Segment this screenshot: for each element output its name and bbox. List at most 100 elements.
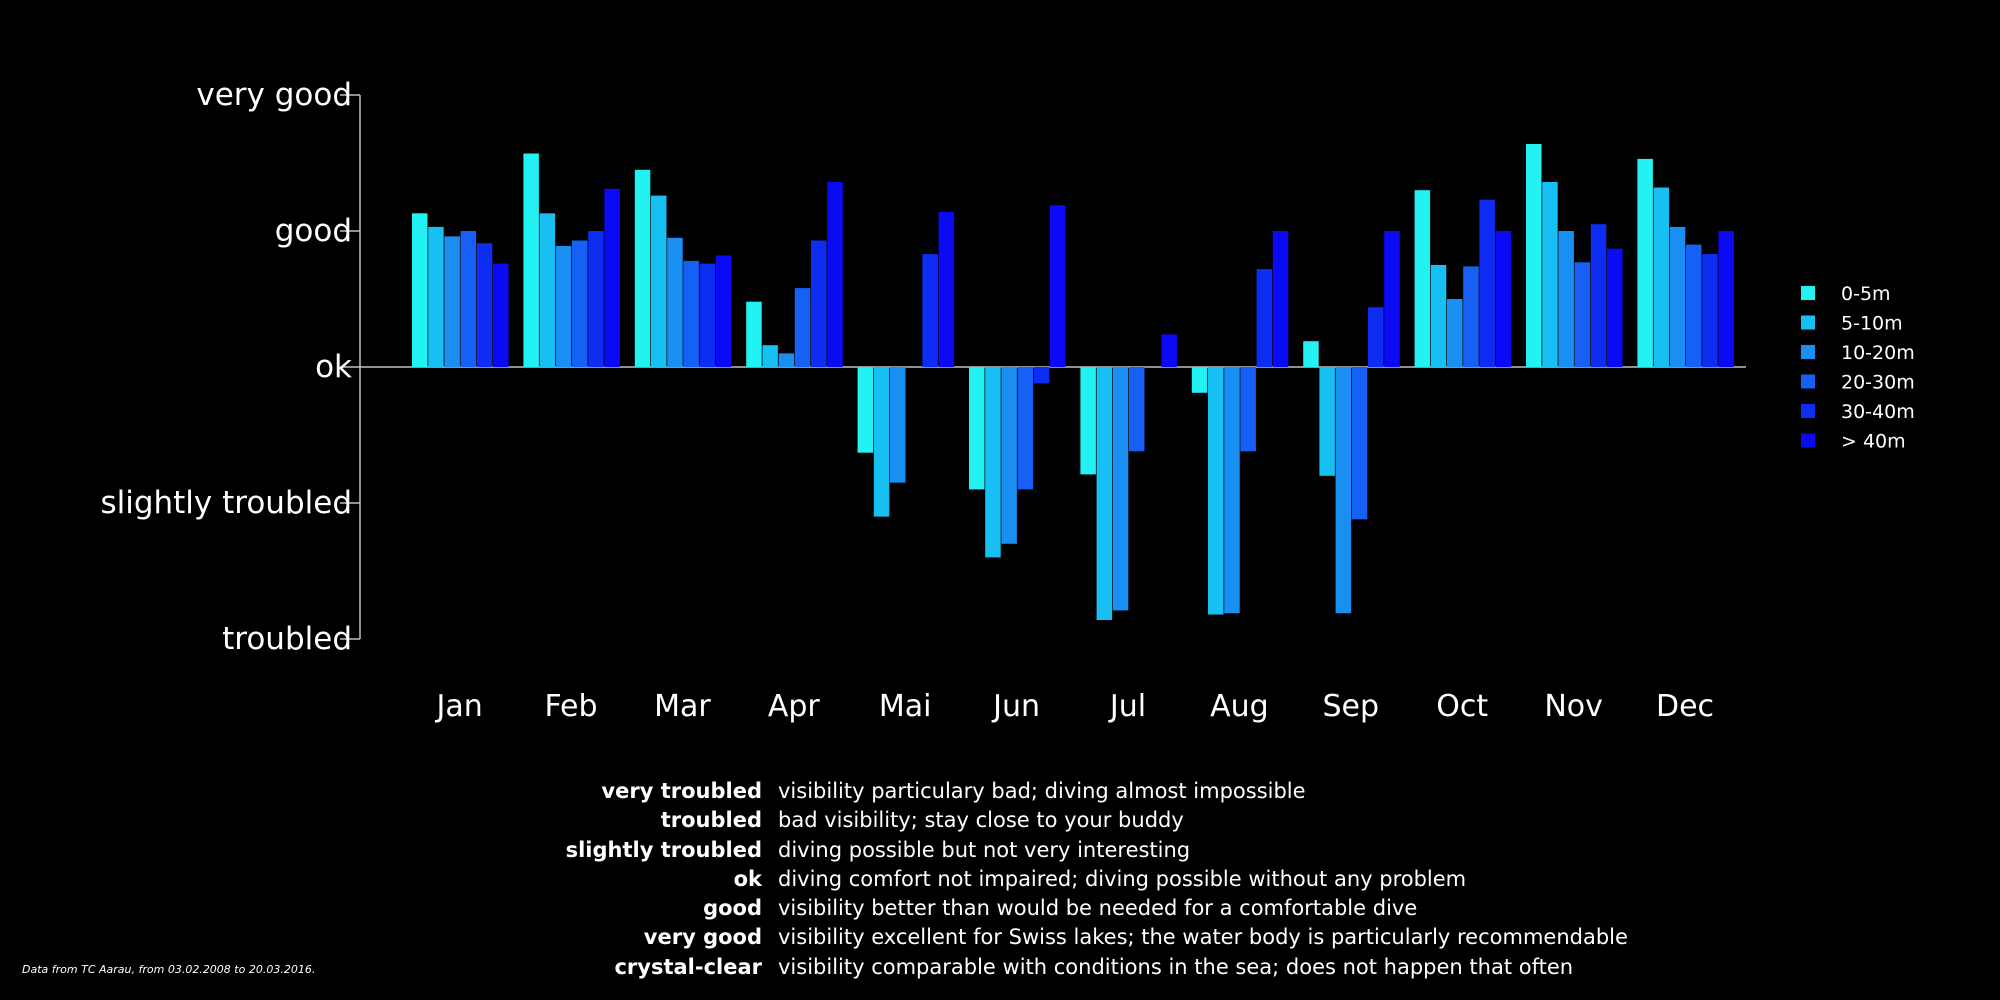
bar xyxy=(985,367,1001,558)
bar xyxy=(1637,158,1653,367)
definition-description: visibility better than would be needed f… xyxy=(778,896,1418,921)
x-tick-label: Jun xyxy=(991,689,1040,724)
definition-row: very troubled visibility particulary bad;… xyxy=(540,777,1740,806)
bar xyxy=(588,231,604,367)
bar xyxy=(794,288,811,367)
bar xyxy=(778,353,795,367)
definition-description: diving possible but not very interesting xyxy=(778,837,1191,862)
bar xyxy=(1414,190,1431,367)
y-tick-label: slightly troubled xyxy=(100,485,352,521)
bar xyxy=(1430,265,1447,367)
bar xyxy=(604,188,620,367)
legend-swatch xyxy=(1801,286,1815,300)
y-tick-label: very good xyxy=(196,77,352,113)
bar xyxy=(1653,187,1670,367)
bar xyxy=(476,243,493,367)
y-tick-label: troubled xyxy=(222,621,352,657)
bar xyxy=(1017,367,1034,490)
definition-row: crystal-clear visibility comparable with … xyxy=(540,953,1740,982)
bar xyxy=(1129,367,1145,452)
bar xyxy=(922,254,938,367)
definition-row: troubled bad visibility; stay close to yo… xyxy=(540,806,1740,835)
x-tick-label: Nov xyxy=(1544,689,1603,724)
y-tick-label: ok xyxy=(315,349,352,385)
definition-term: good xyxy=(703,896,762,921)
definition-description: visibility particulary bad; diving almos… xyxy=(778,779,1306,803)
bar xyxy=(1607,248,1623,367)
bar xyxy=(1191,367,1208,393)
bar xyxy=(1479,199,1495,367)
bar xyxy=(1208,367,1224,615)
definition-description: bad visibility; stay close to your buddy xyxy=(778,808,1184,833)
bar xyxy=(938,212,955,367)
bar xyxy=(1702,254,1718,367)
bar xyxy=(1574,262,1591,367)
bar xyxy=(699,263,716,367)
definition-term: troubled xyxy=(660,808,762,833)
bar xyxy=(1050,205,1066,367)
legend-label: 5-10m xyxy=(1841,313,1903,335)
bar xyxy=(634,169,651,367)
legend-label: 30-40m xyxy=(1841,401,1915,423)
x-tick-label: Sep xyxy=(1323,689,1380,724)
bar xyxy=(667,237,683,367)
definition-term: crystal-clear xyxy=(614,954,762,979)
definition-term: very troubled xyxy=(601,779,762,803)
bar xyxy=(1447,299,1463,367)
bar xyxy=(428,226,444,367)
legend-swatch xyxy=(1801,345,1815,359)
definition-row: good visibility better than would be need… xyxy=(540,894,1740,923)
bar xyxy=(1558,231,1574,367)
bar xyxy=(762,345,778,367)
bar xyxy=(1384,231,1400,367)
visibility-bar-chart: very good good ok slightly troubled troubled… xyxy=(100,77,1915,724)
bar xyxy=(683,260,699,367)
bar xyxy=(969,367,985,490)
legend-swatch xyxy=(1801,433,1815,448)
bar xyxy=(1368,307,1384,367)
bar xyxy=(715,255,732,367)
y-tick-label: good xyxy=(275,213,352,249)
bar xyxy=(1256,269,1273,367)
x-tick-label: Apr xyxy=(768,689,821,724)
bar xyxy=(1033,367,1050,384)
legend-swatch xyxy=(1801,374,1815,389)
bar xyxy=(1161,334,1177,367)
bar xyxy=(1319,367,1335,476)
bar xyxy=(493,263,509,367)
legend-label: 10-20m xyxy=(1841,342,1915,364)
bar xyxy=(1463,266,1479,367)
bar xyxy=(539,213,556,367)
x-tick-label: Jul xyxy=(1108,689,1146,724)
x-tick-label: Feb xyxy=(544,689,597,724)
axes: very good good ok slightly troubled troubled xyxy=(100,77,1746,657)
x-tick-labels: Jan Feb Mar Apr Mai Jun Jul Aug Sep Oct Nov Dec xyxy=(434,689,1714,724)
visibility-definitions: very troubled visibility particulary bad;… xyxy=(540,777,1740,982)
x-tick-label: Oct xyxy=(1436,689,1488,724)
bar xyxy=(460,231,477,367)
bar xyxy=(651,195,667,367)
bar xyxy=(1669,226,1686,367)
x-tick-label: Dec xyxy=(1656,689,1714,724)
bar xyxy=(555,246,572,367)
bar xyxy=(1526,144,1542,367)
x-tick-label: Mar xyxy=(654,689,711,724)
definition-term: slightly troubled xyxy=(565,837,762,862)
legend-label: 0-5m xyxy=(1841,283,1891,305)
bar xyxy=(1240,367,1256,452)
bar xyxy=(444,236,460,367)
definition-description: diving comfort not impaired; diving poss… xyxy=(778,866,1467,891)
bars xyxy=(412,144,1734,620)
bar xyxy=(1096,367,1113,620)
bar xyxy=(572,240,588,367)
bar xyxy=(1686,244,1702,367)
source-note: Data from TC Aarau, from 03.02.2008 to 2… xyxy=(22,963,316,976)
x-tick-label: Mai xyxy=(879,689,932,724)
bar xyxy=(412,213,428,367)
legend: 0-5m 5-10m 10-20m 20-30m 30-40m > 40m xyxy=(1801,283,1915,453)
definition-term: ok xyxy=(733,866,762,891)
bar xyxy=(827,182,843,367)
definition-description: visibility excellent for Swiss lakes; th… xyxy=(778,925,1628,950)
definition-row: ok diving comfort not impaired; diving po… xyxy=(540,865,1740,894)
x-tick-label: Jan xyxy=(434,689,482,724)
